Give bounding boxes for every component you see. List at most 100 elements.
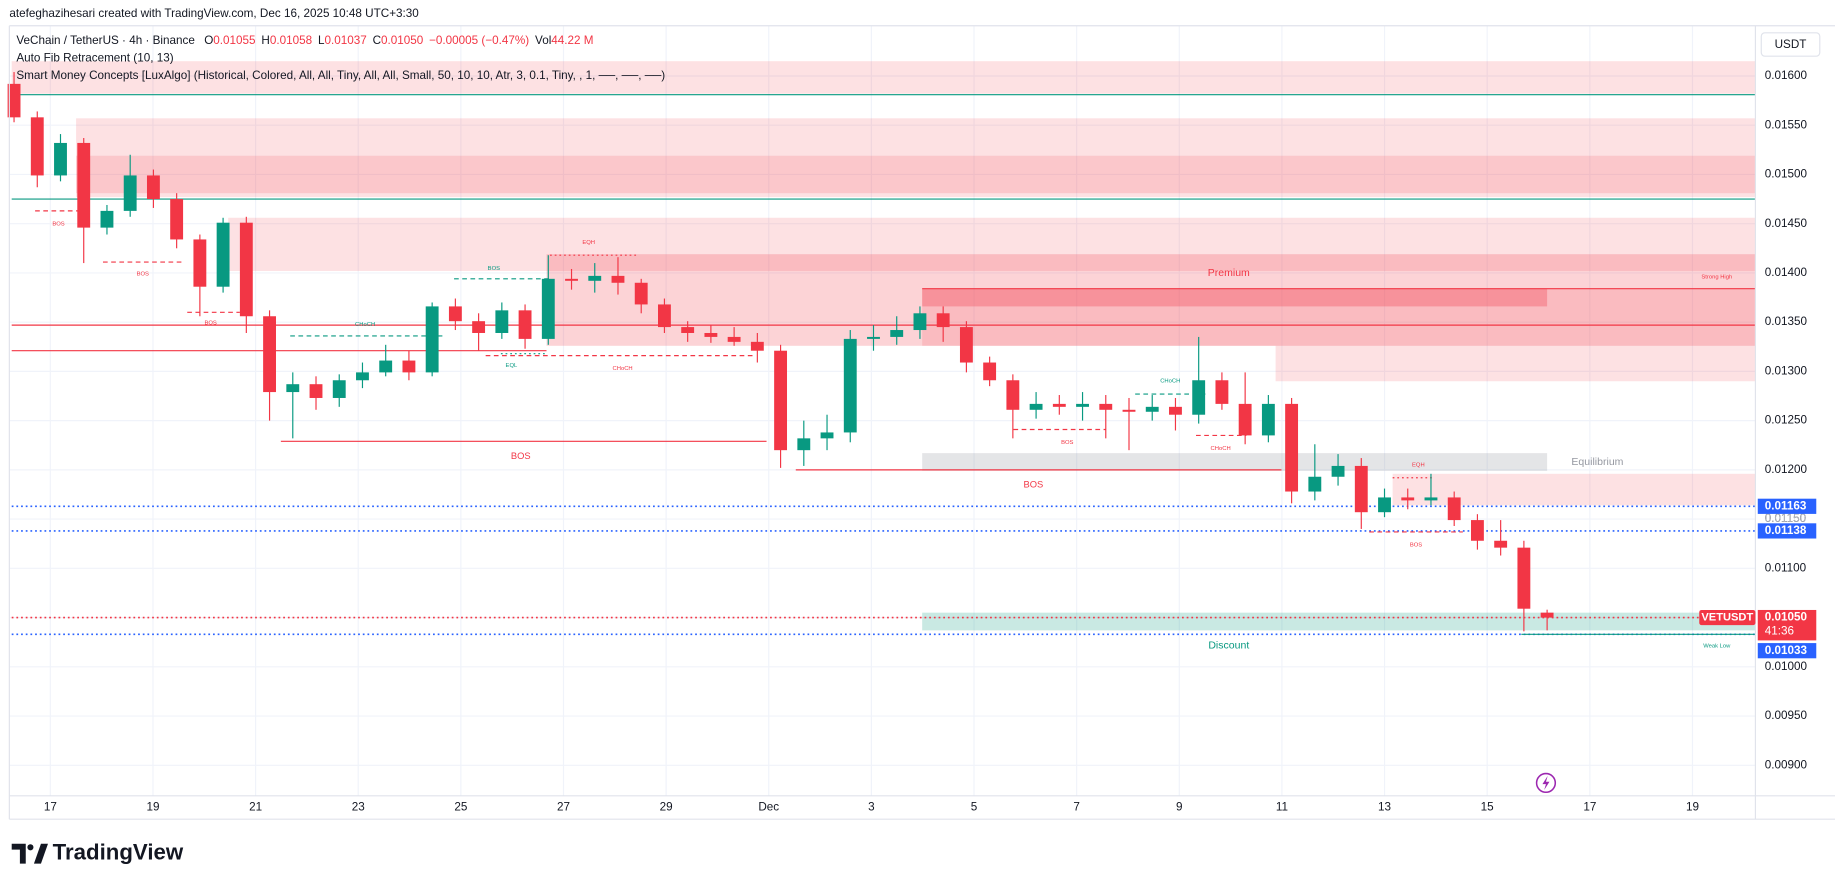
zone xyxy=(1275,345,1756,382)
candle-body xyxy=(1447,497,1461,521)
currency[interactable]: USDT xyxy=(1775,38,1807,51)
candle-body xyxy=(820,432,834,439)
x-tick-label: 29 xyxy=(660,801,673,814)
candle-body xyxy=(7,83,21,118)
candle-body xyxy=(146,175,160,200)
plot: Premium Equilibrium Discount BOS BOS BOS CHoCH… xyxy=(7,25,1756,796)
candle-body xyxy=(1285,403,1299,492)
h-value: 0.01058 xyxy=(270,34,312,47)
y-tick-label: 0.01250 xyxy=(1765,414,1808,427)
candle-body xyxy=(750,341,764,351)
x-tick-label: 21 xyxy=(249,801,262,814)
candle-body xyxy=(634,282,648,305)
indicator-legend[interactable]: Auto Fib Retracement (10, 13) xyxy=(16,52,173,65)
candle-body xyxy=(657,304,671,328)
structure-label: BOS xyxy=(137,271,149,277)
credit: atefeghazihesari created with TradingVie… xyxy=(9,7,419,20)
candle-body xyxy=(379,360,393,373)
candle-body xyxy=(565,278,578,281)
zone xyxy=(76,118,1756,198)
candle-body xyxy=(913,313,927,331)
candle-body xyxy=(332,380,346,398)
x-tick-label: 27 xyxy=(557,801,570,814)
candle-body xyxy=(611,275,625,283)
structure-label: EQH xyxy=(1412,462,1425,468)
c-label: C xyxy=(373,34,381,47)
zone xyxy=(76,155,1756,194)
zone xyxy=(228,217,1756,271)
structure-label: CHoCH xyxy=(355,322,375,328)
candle-body xyxy=(1052,403,1066,407)
price-tag xyxy=(1757,498,1817,514)
x-tick-label: 7 xyxy=(1073,801,1080,814)
vol-value: 44.22 M xyxy=(551,34,593,47)
l-value: 0.01037 xyxy=(324,34,366,47)
x-tick-label: 13 xyxy=(1378,801,1391,814)
candle-body xyxy=(1122,409,1136,412)
x-tick-label: 19 xyxy=(146,801,159,814)
candle-body xyxy=(890,330,904,337)
h-label: H xyxy=(261,34,269,47)
structure-label: CHoCH xyxy=(1211,446,1231,452)
zone-label: Premium xyxy=(1208,267,1250,279)
candle-body xyxy=(959,327,973,363)
x-tick-label: 3 xyxy=(868,801,875,814)
candle-body xyxy=(54,142,67,176)
y-tick-label: 0.01500 xyxy=(1765,168,1808,181)
currency-button[interactable] xyxy=(1760,32,1821,57)
candle-body xyxy=(472,321,486,333)
change: −0.00005 (−0.47%) xyxy=(429,34,529,47)
price-tag xyxy=(1757,643,1817,659)
candle-body xyxy=(123,175,137,211)
candle-body xyxy=(797,438,811,451)
candle-body xyxy=(309,384,323,398)
symbol-legend: VeChain / TetherUS · 4h · Binance O0.0105… xyxy=(16,34,593,47)
structure-label: BOS xyxy=(1023,480,1043,490)
countdown: 41:36 xyxy=(1765,625,1794,638)
price-tag-label: 0.01033 xyxy=(1765,644,1808,657)
candle-body xyxy=(1076,403,1089,407)
zone-label: Equilibrium xyxy=(1571,456,1623,468)
brand-logo xyxy=(11,843,48,864)
x-tick-label: 5 xyxy=(971,801,978,814)
x-tick-label: 23 xyxy=(352,801,365,814)
zone xyxy=(922,612,1756,631)
candle-body xyxy=(1145,406,1159,412)
y-tick-label: 0.01200 xyxy=(1765,463,1808,476)
candle-body xyxy=(1169,406,1182,415)
zone-label: Discount xyxy=(1208,639,1249,651)
candle-body xyxy=(1378,497,1391,513)
candle-body xyxy=(239,222,253,317)
structure-label: CHoCH xyxy=(613,366,633,372)
candle-body xyxy=(983,362,997,381)
candle-body xyxy=(216,222,230,287)
candle-body xyxy=(681,327,695,333)
candle-body xyxy=(1238,403,1252,436)
candle-body xyxy=(495,310,509,333)
alert-icon[interactable] xyxy=(1535,772,1557,794)
c-value: 0.01050 xyxy=(381,34,424,47)
x-tick-label: 11 xyxy=(1276,801,1288,814)
candle-body xyxy=(1215,380,1229,404)
l-label: L xyxy=(318,34,325,47)
x-tick-label: 9 xyxy=(1176,801,1183,814)
x-tick-label: 17 xyxy=(1583,801,1596,814)
y-tick-label: 0.01100 xyxy=(1765,561,1807,574)
candle-body xyxy=(263,316,276,393)
price-tag-label: 0.01150 xyxy=(1765,512,1807,525)
candle-body xyxy=(588,275,602,281)
zone xyxy=(922,288,1756,346)
candle-body xyxy=(1192,380,1206,415)
price-tag xyxy=(1757,609,1817,641)
candle-body xyxy=(518,310,532,339)
o-label: O xyxy=(204,34,213,47)
x-tick-label: 25 xyxy=(454,801,468,814)
structure-label: BOS xyxy=(1410,542,1422,548)
indicator-legend[interactable]: Smart Money Concepts [LuxAlgo] (Historic… xyxy=(16,69,665,82)
x-tick-label: 19 xyxy=(1686,801,1699,814)
price-tag-label: 0.01138 xyxy=(1765,524,1807,537)
y-tick-label: 0.01450 xyxy=(1765,217,1808,230)
candle-body xyxy=(77,142,91,228)
y-tick-label: 0.00950 xyxy=(1765,709,1808,722)
o-value: 0.01055 xyxy=(213,34,256,47)
